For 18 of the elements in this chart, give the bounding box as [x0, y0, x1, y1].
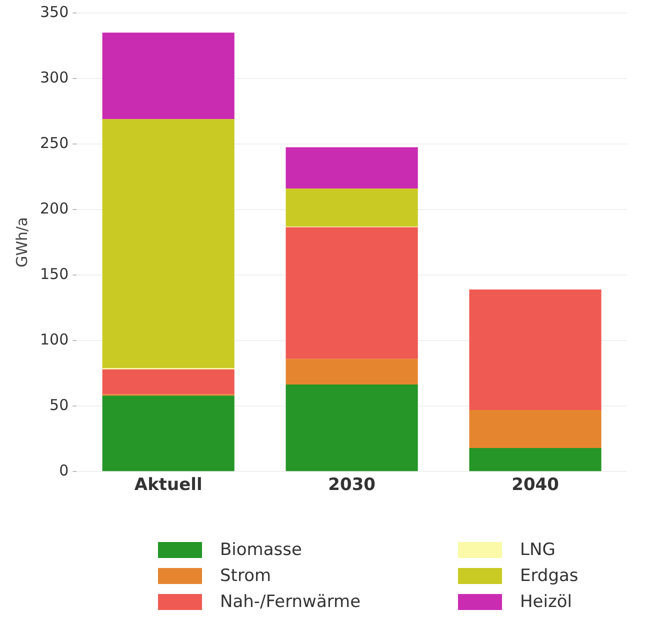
legend-label: Nah-/Fernwärme	[220, 592, 361, 612]
y-tick-label: 150	[40, 264, 69, 283]
x-tick-label: Aktuell	[134, 475, 202, 496]
y-tick-label: 300	[40, 68, 69, 86]
y-axis-title: GWh/a	[12, 217, 31, 268]
legend-label: Erdgas	[520, 566, 578, 586]
legend-label: Strom	[220, 566, 272, 586]
x-tick-label: 2040	[512, 475, 560, 496]
y-tick-label: 350	[40, 2, 69, 21]
y-tick-label: 0	[59, 461, 69, 480]
legend-label: Biomasse	[220, 540, 302, 560]
y-tick-label: 50	[50, 396, 69, 414]
y-tick-label: 250	[40, 134, 69, 152]
x-tick-label: 2030	[328, 475, 376, 496]
legend-label: LNG	[520, 540, 556, 560]
y-tick-label: 100	[40, 330, 69, 348]
legend-label: Heizöl	[520, 592, 572, 612]
y-tick-label: 200	[40, 199, 69, 218]
